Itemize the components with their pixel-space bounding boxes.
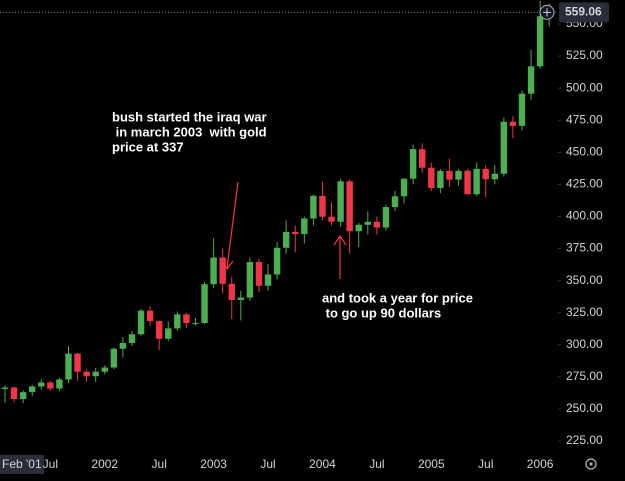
candle-body bbox=[364, 221, 371, 225]
last-price-box bbox=[559, 2, 609, 23]
candle-body bbox=[246, 262, 254, 298]
candle-body bbox=[10, 387, 18, 400]
x-tick-label: Jul bbox=[478, 457, 493, 471]
y-tick-label: 275.00 bbox=[566, 369, 603, 383]
candle-body bbox=[92, 371, 99, 377]
candle-body bbox=[337, 181, 344, 222]
candle-body bbox=[446, 170, 453, 180]
x-label-box bbox=[0, 455, 44, 474]
candle-body bbox=[128, 334, 136, 343]
candle-body bbox=[74, 353, 81, 372]
candle-body bbox=[1, 387, 9, 389]
candle-body bbox=[255, 262, 263, 286]
candle-body bbox=[110, 348, 118, 368]
candle-body bbox=[455, 170, 462, 180]
candle-body bbox=[137, 310, 145, 335]
y-tick-label: 400.00 bbox=[566, 209, 603, 223]
candle-body bbox=[165, 328, 172, 339]
annotation-text: and took a year for price bbox=[322, 290, 473, 305]
candle-body bbox=[264, 274, 272, 286]
y-tick-label: 375.00 bbox=[566, 241, 603, 255]
y-tick-label: 225.00 bbox=[566, 433, 603, 447]
candle-body bbox=[292, 231, 299, 235]
candle-body bbox=[428, 167, 435, 188]
x-tick-label: 2004 bbox=[309, 457, 336, 471]
candle-body bbox=[518, 93, 526, 126]
x-tick-label: 2005 bbox=[418, 457, 445, 471]
candle-body bbox=[101, 367, 108, 372]
arrow bbox=[226, 181, 239, 269]
candle-body bbox=[146, 310, 154, 322]
x-tick-label: 2003 bbox=[200, 457, 227, 471]
add-button[interactable] bbox=[539, 4, 555, 20]
candle-body bbox=[183, 314, 190, 324]
x-tick-label: Jul bbox=[152, 457, 167, 471]
candle-body bbox=[328, 216, 335, 222]
candle-body bbox=[482, 168, 489, 180]
candle-body bbox=[391, 196, 399, 208]
candle-body bbox=[319, 195, 326, 217]
candle-body bbox=[237, 297, 245, 300]
candle-body bbox=[228, 283, 235, 300]
add-button-plus bbox=[543, 8, 551, 17]
candle-body bbox=[29, 386, 36, 393]
x-tick-label: Jul bbox=[369, 457, 384, 471]
candle-body bbox=[400, 178, 408, 197]
x-tick-label: Feb '01 bbox=[2, 457, 42, 471]
candle-body bbox=[282, 231, 290, 248]
candle-body bbox=[174, 314, 181, 329]
y-tick-label: 525.00 bbox=[566, 48, 603, 62]
candle-body bbox=[437, 170, 444, 188]
x-tick-label: 2002 bbox=[91, 457, 118, 471]
arrow-head bbox=[333, 234, 347, 246]
candle-body bbox=[355, 224, 362, 232]
candle-body bbox=[47, 382, 54, 389]
candle-body bbox=[473, 168, 480, 195]
candle-body bbox=[301, 218, 308, 235]
candle-body bbox=[155, 321, 163, 339]
candle-body bbox=[119, 342, 127, 349]
candle-body bbox=[409, 149, 417, 179]
y-tick-label: 325.00 bbox=[566, 305, 603, 319]
annotation-text: price at 337 bbox=[112, 139, 184, 154]
candle-body bbox=[419, 149, 426, 168]
candle-body bbox=[373, 221, 381, 228]
candle-body bbox=[219, 257, 226, 284]
candle-body bbox=[83, 371, 90, 377]
x-tick-label: 2006 bbox=[527, 457, 554, 471]
candle-body bbox=[192, 322, 199, 324]
candle-body bbox=[527, 66, 535, 94]
y-tick-label: 250.00 bbox=[566, 401, 603, 415]
candle-body bbox=[464, 170, 471, 195]
settings-icon[interactable] bbox=[585, 458, 597, 470]
candle-body bbox=[210, 257, 217, 285]
y-tick-label: 475.00 bbox=[566, 112, 603, 126]
candle-body bbox=[273, 247, 281, 275]
candle-body bbox=[38, 382, 45, 387]
y-tick-label: 500.00 bbox=[566, 80, 603, 94]
x-tick-label: Jul bbox=[43, 457, 58, 471]
candle-body bbox=[382, 207, 390, 228]
annotation-text: to go up 90 dollars bbox=[322, 305, 441, 320]
candle-body bbox=[346, 181, 353, 232]
x-tick-label: Jul bbox=[260, 457, 275, 471]
candle-body bbox=[201, 284, 208, 323]
candle-body bbox=[310, 195, 317, 219]
candle-body bbox=[56, 379, 63, 389]
y-tick-label: 350.00 bbox=[566, 273, 603, 287]
candle-body bbox=[536, 16, 544, 67]
candle-body bbox=[509, 121, 517, 126]
annotation-text: in march 2003 with gold bbox=[112, 124, 267, 139]
last-price-label: 559.06 bbox=[565, 5, 602, 19]
candle-body bbox=[491, 173, 498, 180]
y-tick-label: 450.00 bbox=[566, 144, 603, 158]
y-tick-label: 300.00 bbox=[566, 337, 603, 351]
candle-body bbox=[19, 392, 27, 400]
annotation-text: bush started the iraq war bbox=[112, 109, 267, 124]
y-tick-label: 425.00 bbox=[566, 177, 603, 191]
candle-body bbox=[500, 121, 508, 174]
candle-body bbox=[65, 353, 72, 380]
